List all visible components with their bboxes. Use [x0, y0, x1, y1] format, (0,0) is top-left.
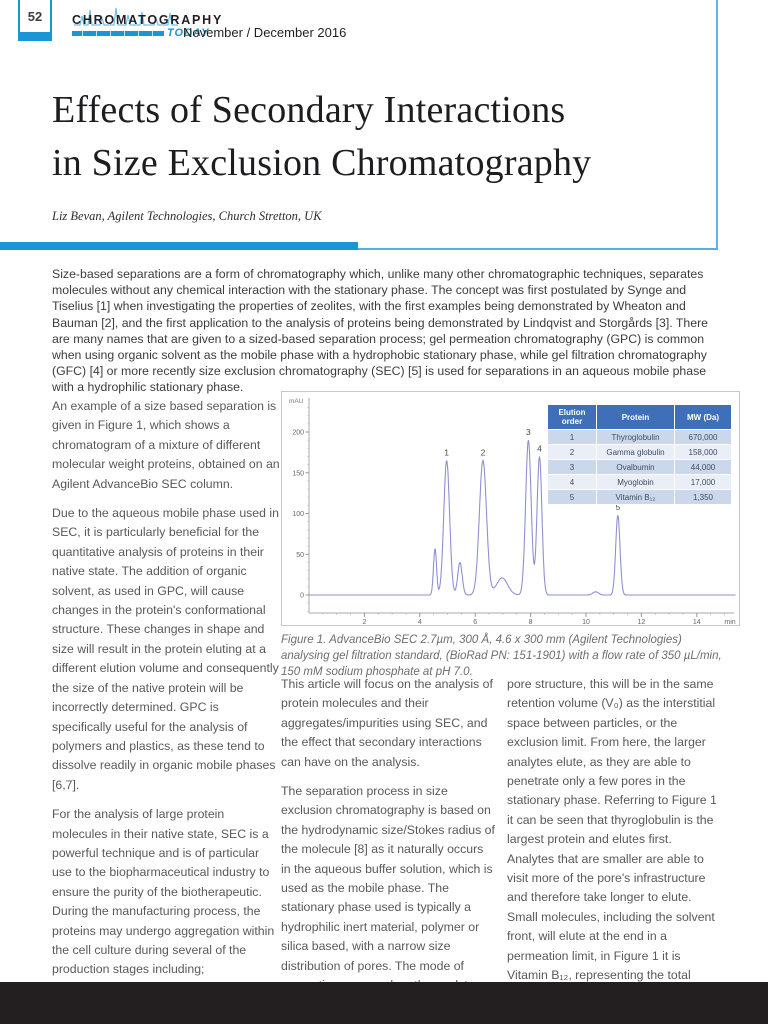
peak-label: 1: [444, 448, 449, 458]
elution-table-row: 5 Vitamin B₁₂ 1,350: [547, 489, 732, 505]
y-tick-label: 150: [292, 470, 304, 477]
title-rule-thick: [0, 242, 358, 250]
elution-table-row: 3 Ovalbumin 44,000: [547, 459, 732, 475]
elution-table-row: 2 Gamma globulin 158,000: [547, 444, 732, 460]
x-tick-label: 4: [418, 619, 422, 625]
figure-caption: Figure 1. AdvanceBio SEC 2.7µm, 300 Å, 4…: [281, 634, 722, 678]
title-rule-thin: [358, 247, 718, 250]
logo-bar: [72, 31, 164, 36]
article-title: Effects of Secondary Interactions in Siz…: [52, 84, 692, 190]
elution-table-cell: Vitamin B₁₂: [596, 489, 675, 505]
elution-table-cell: 44,000: [674, 459, 732, 475]
x-tick-label: 12: [638, 619, 646, 625]
elution-table-cell: 5: [547, 489, 597, 505]
y-axis-unit: mAU: [289, 398, 304, 405]
elution-table-header: Elution order: [547, 404, 597, 430]
x-tick-label: 8: [529, 619, 533, 625]
elution-table-cell: Myoglobin: [596, 474, 675, 490]
page-number-box-accent: [20, 32, 50, 41]
right-accent-line: [716, 0, 718, 250]
footer-bar: [0, 982, 768, 1024]
elution-table-cell: 1: [547, 429, 597, 445]
x-tick-label: 2: [362, 619, 366, 625]
paragraph: pore structure, this will be in the same…: [507, 677, 717, 1021]
middle-column: This article will focus on the analysis …: [281, 675, 496, 1024]
elution-table-header-row: Elution order Protein MW (Da): [547, 404, 732, 430]
paragraph: An example of a size based separation is…: [52, 399, 280, 491]
logo-sub-wordmark: TODAY: [167, 27, 210, 39]
elution-table-cell: 1,350: [674, 489, 732, 505]
elution-table-row: 4 Myoglobin 17,000: [547, 474, 732, 490]
peak-label: 3: [526, 427, 531, 437]
paragraph: This article will focus on the analysis …: [281, 677, 493, 769]
peak-label: 5: [615, 502, 620, 512]
chromatogram-trace: [309, 439, 736, 596]
article-intro: Size-based separations are a form of chr…: [52, 267, 708, 395]
left-column: An example of a size based separation is…: [52, 397, 281, 1024]
peak-label: 4: [537, 443, 542, 453]
peak-label: 2: [481, 448, 486, 458]
page-number-box: 52: [18, 0, 52, 41]
elution-table-cell: 4: [547, 474, 597, 490]
elution-table-cell: Ovalbumin: [596, 459, 675, 475]
x-tick-label: 14: [693, 619, 701, 625]
y-tick-label: 0: [300, 593, 304, 600]
logo-wordmark: CHROMATOGRAPHY: [72, 13, 224, 27]
elution-table-cell: 670,000: [674, 429, 732, 445]
x-tick-label: 10: [582, 619, 590, 625]
elution-table-cell: 2: [547, 444, 597, 460]
paragraph: Due to the aqueous mobile phase used in …: [52, 506, 279, 792]
elution-table-cell: 17,000: [674, 474, 732, 490]
elution-table-header: MW (Da): [674, 404, 732, 430]
issue-date: November / December 2016: [183, 25, 347, 40]
elution-table-cell: Gamma globulin: [596, 444, 675, 460]
page-number: 52: [27, 9, 43, 24]
elution-table-cell: 158,000: [674, 444, 732, 460]
figure-1-chromatogram: 0 50 100 150 200 mAU 2 4 6 8 10 12 14 min 1 2 3 4 5 Elutio…: [281, 391, 740, 626]
elution-table-cell: 3: [547, 459, 597, 475]
elution-table: Elution order Protein MW (Da) 1 Thyroglobul…: [547, 404, 732, 505]
y-tick-label: 200: [292, 430, 304, 437]
elution-table-row: 1 Thyroglobulin 670,000: [547, 429, 732, 445]
chromatography-today-logo: CHROMATOGRAPHY TODAY: [72, 7, 224, 41]
paragraph: For the analysis of large protein molecu…: [52, 807, 275, 977]
y-tick-label: 50: [296, 552, 304, 559]
article-title-line2: in Size Exclusion Chromatography: [52, 142, 592, 184]
y-tick-label: 100: [292, 511, 304, 518]
elution-table-cell: Thyroglobulin: [596, 429, 675, 445]
article-author: Liz Bevan, Agilent Technologies, Church …: [52, 209, 322, 223]
article-title-line1: Effects of Secondary Interactions: [52, 89, 566, 131]
x-axis-unit: min: [724, 619, 735, 625]
x-tick-label: 6: [473, 619, 477, 625]
chromatogram-trace-icon: [74, 7, 178, 26]
elution-table-header: Protein: [596, 404, 675, 430]
right-column: pore structure, this will be in the same…: [507, 675, 718, 1024]
